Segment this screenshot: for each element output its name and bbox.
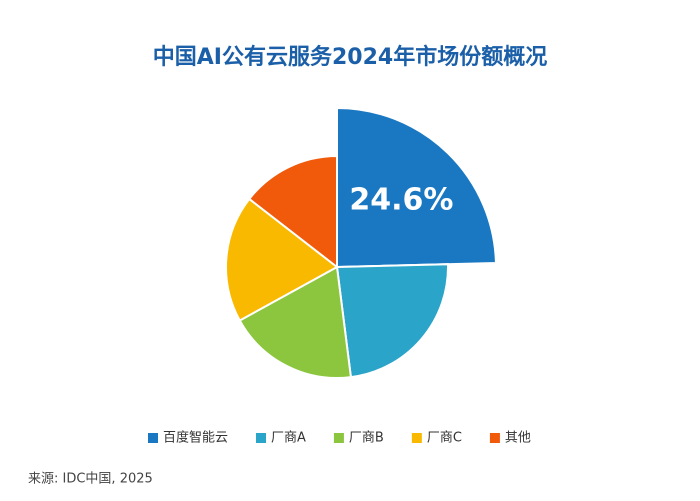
pie-slice <box>238 265 353 379</box>
slice-label: 24.6% <box>349 182 453 217</box>
legend-label: 厂商A <box>271 431 306 446</box>
legend-swatch <box>148 433 158 443</box>
pie-slice <box>225 197 339 322</box>
pie-slice <box>336 106 497 269</box>
legend-swatch <box>489 433 500 443</box>
legend-swatch <box>333 433 344 443</box>
legend-label: 厂商B <box>349 431 384 446</box>
legend-label: 百度智能云 <box>163 430 228 446</box>
legend-label: 厂商C <box>427 431 462 446</box>
source-note: 来源: IDC中国, 2025 <box>28 472 153 487</box>
pie-slice <box>335 263 449 379</box>
chart-title: 中国AI公有云服务2024年市场份额概况 <box>153 44 547 70</box>
legend-swatch <box>411 433 422 443</box>
legend-label: 其他 <box>505 431 531 446</box>
pie-slice <box>247 154 338 270</box>
legend-swatch <box>256 433 267 443</box>
